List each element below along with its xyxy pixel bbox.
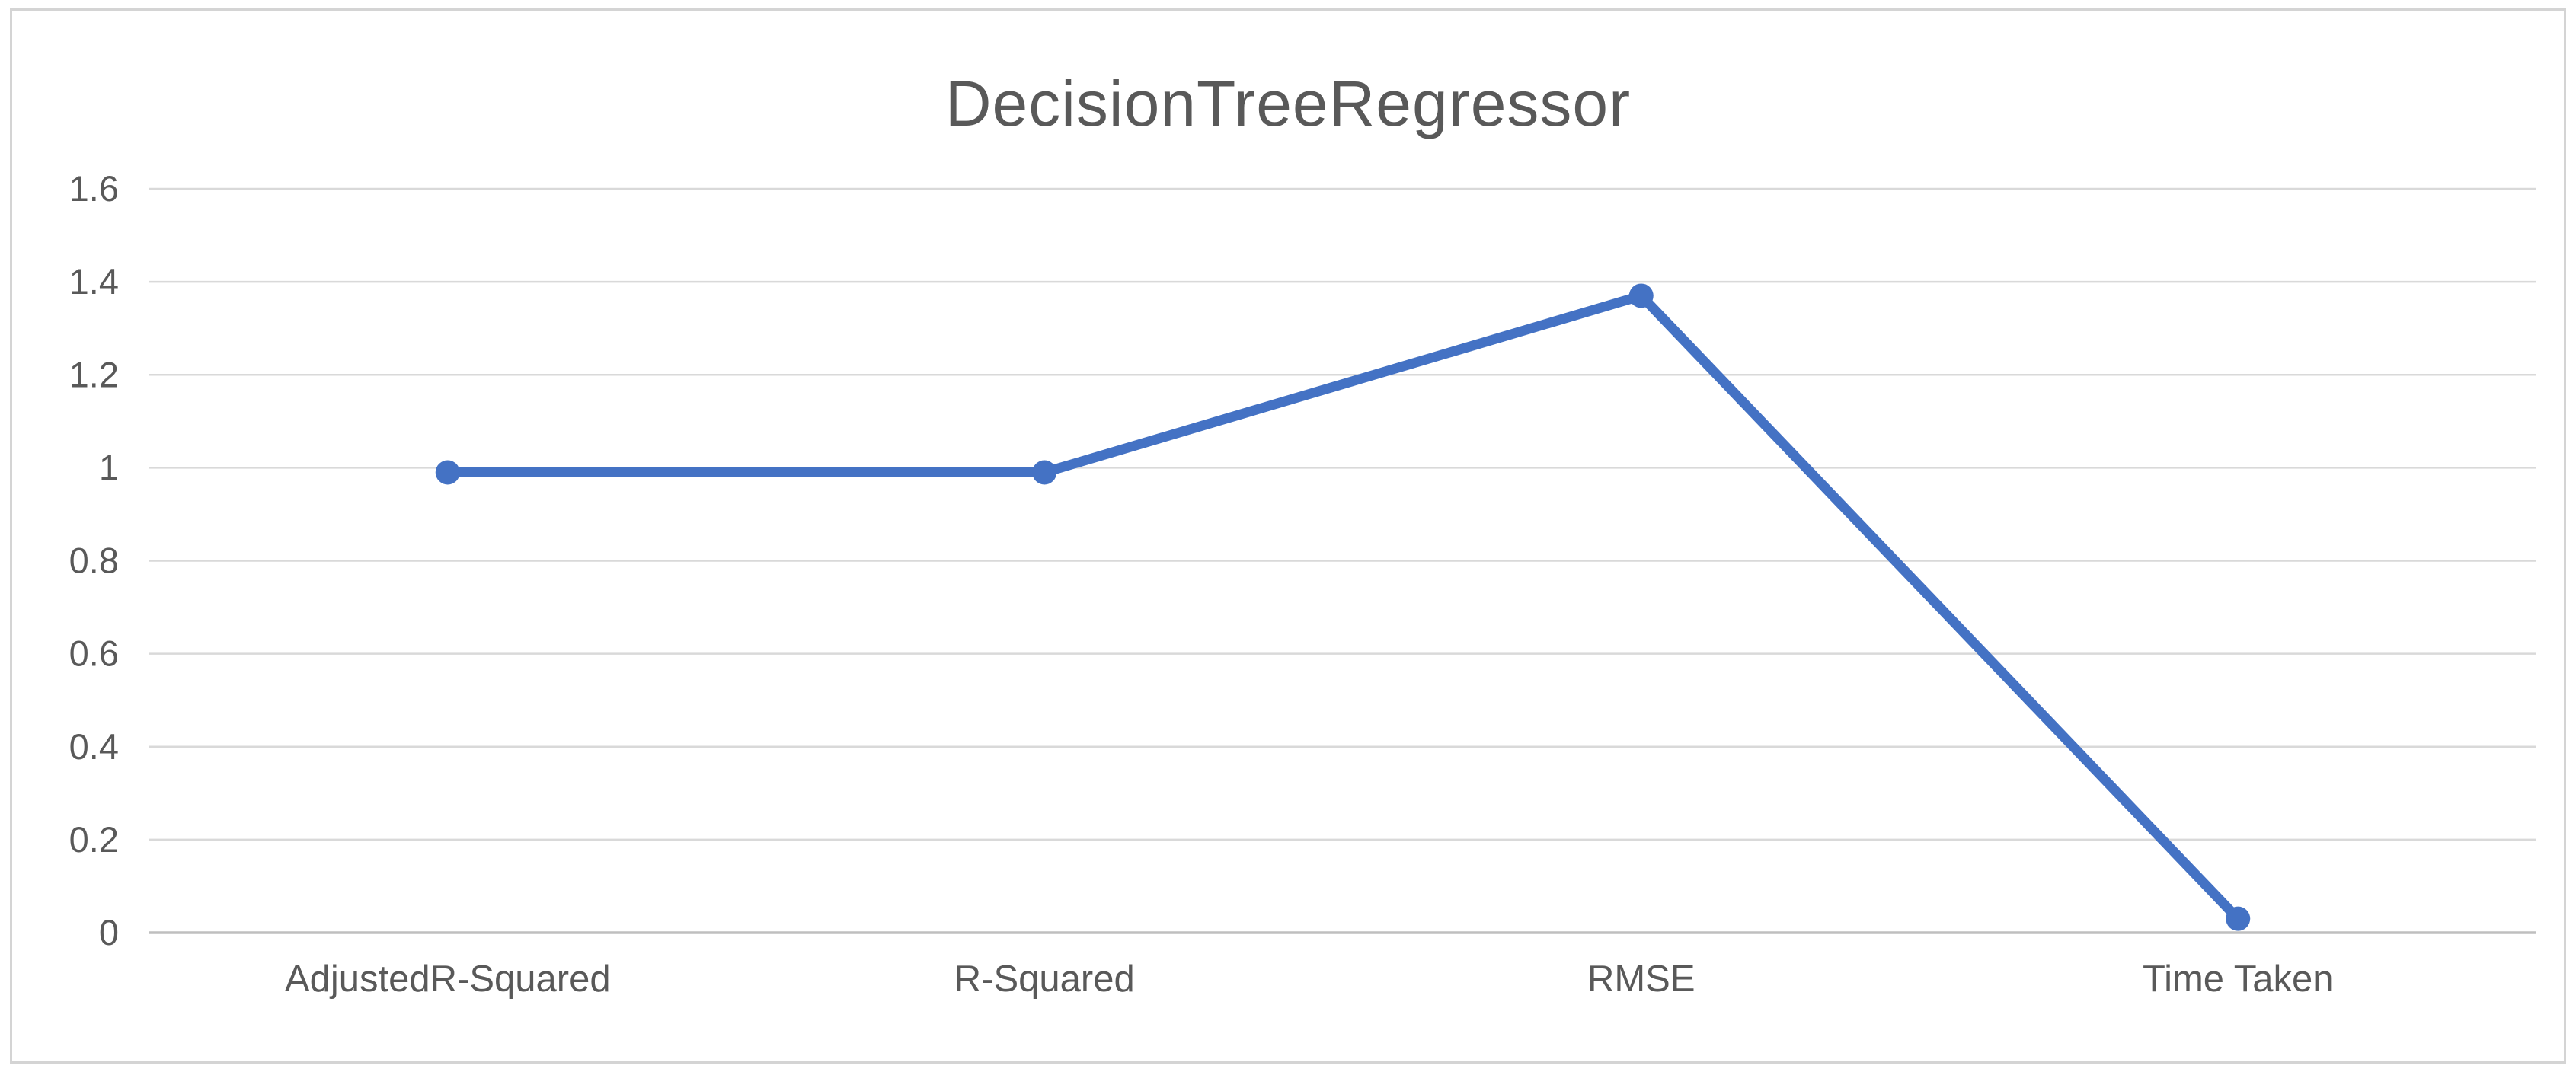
y-tick-label: 1.4 — [69, 261, 119, 302]
x-category-label: RMSE — [1587, 959, 1695, 1000]
y-tick-label: 0 — [99, 912, 119, 952]
data-point-marker — [2226, 906, 2251, 931]
chart-frame — [10, 8, 2566, 1064]
x-category-label: Time Taken — [2143, 959, 2334, 1000]
series-line — [443, 290, 2243, 924]
y-tick-label: 0.6 — [69, 633, 119, 674]
data-point-marker — [1032, 460, 1057, 485]
y-tick-label: 0.8 — [69, 541, 119, 581]
chart-title: DecisionTreeRegressor — [944, 68, 1632, 139]
y-tick-label: 0.2 — [69, 819, 119, 860]
data-point-marker — [1628, 283, 1654, 308]
y-tick-label: 1.6 — [69, 168, 119, 209]
y-tick-label: 1.2 — [69, 354, 119, 394]
y-tick-label: 0.4 — [69, 726, 119, 767]
x-category-label: R-Squared — [954, 959, 1135, 1000]
y-tick-label: 1 — [99, 447, 119, 487]
x-category-label: AdjustedR-Squared — [285, 959, 611, 1000]
data-point-marker — [435, 460, 460, 485]
